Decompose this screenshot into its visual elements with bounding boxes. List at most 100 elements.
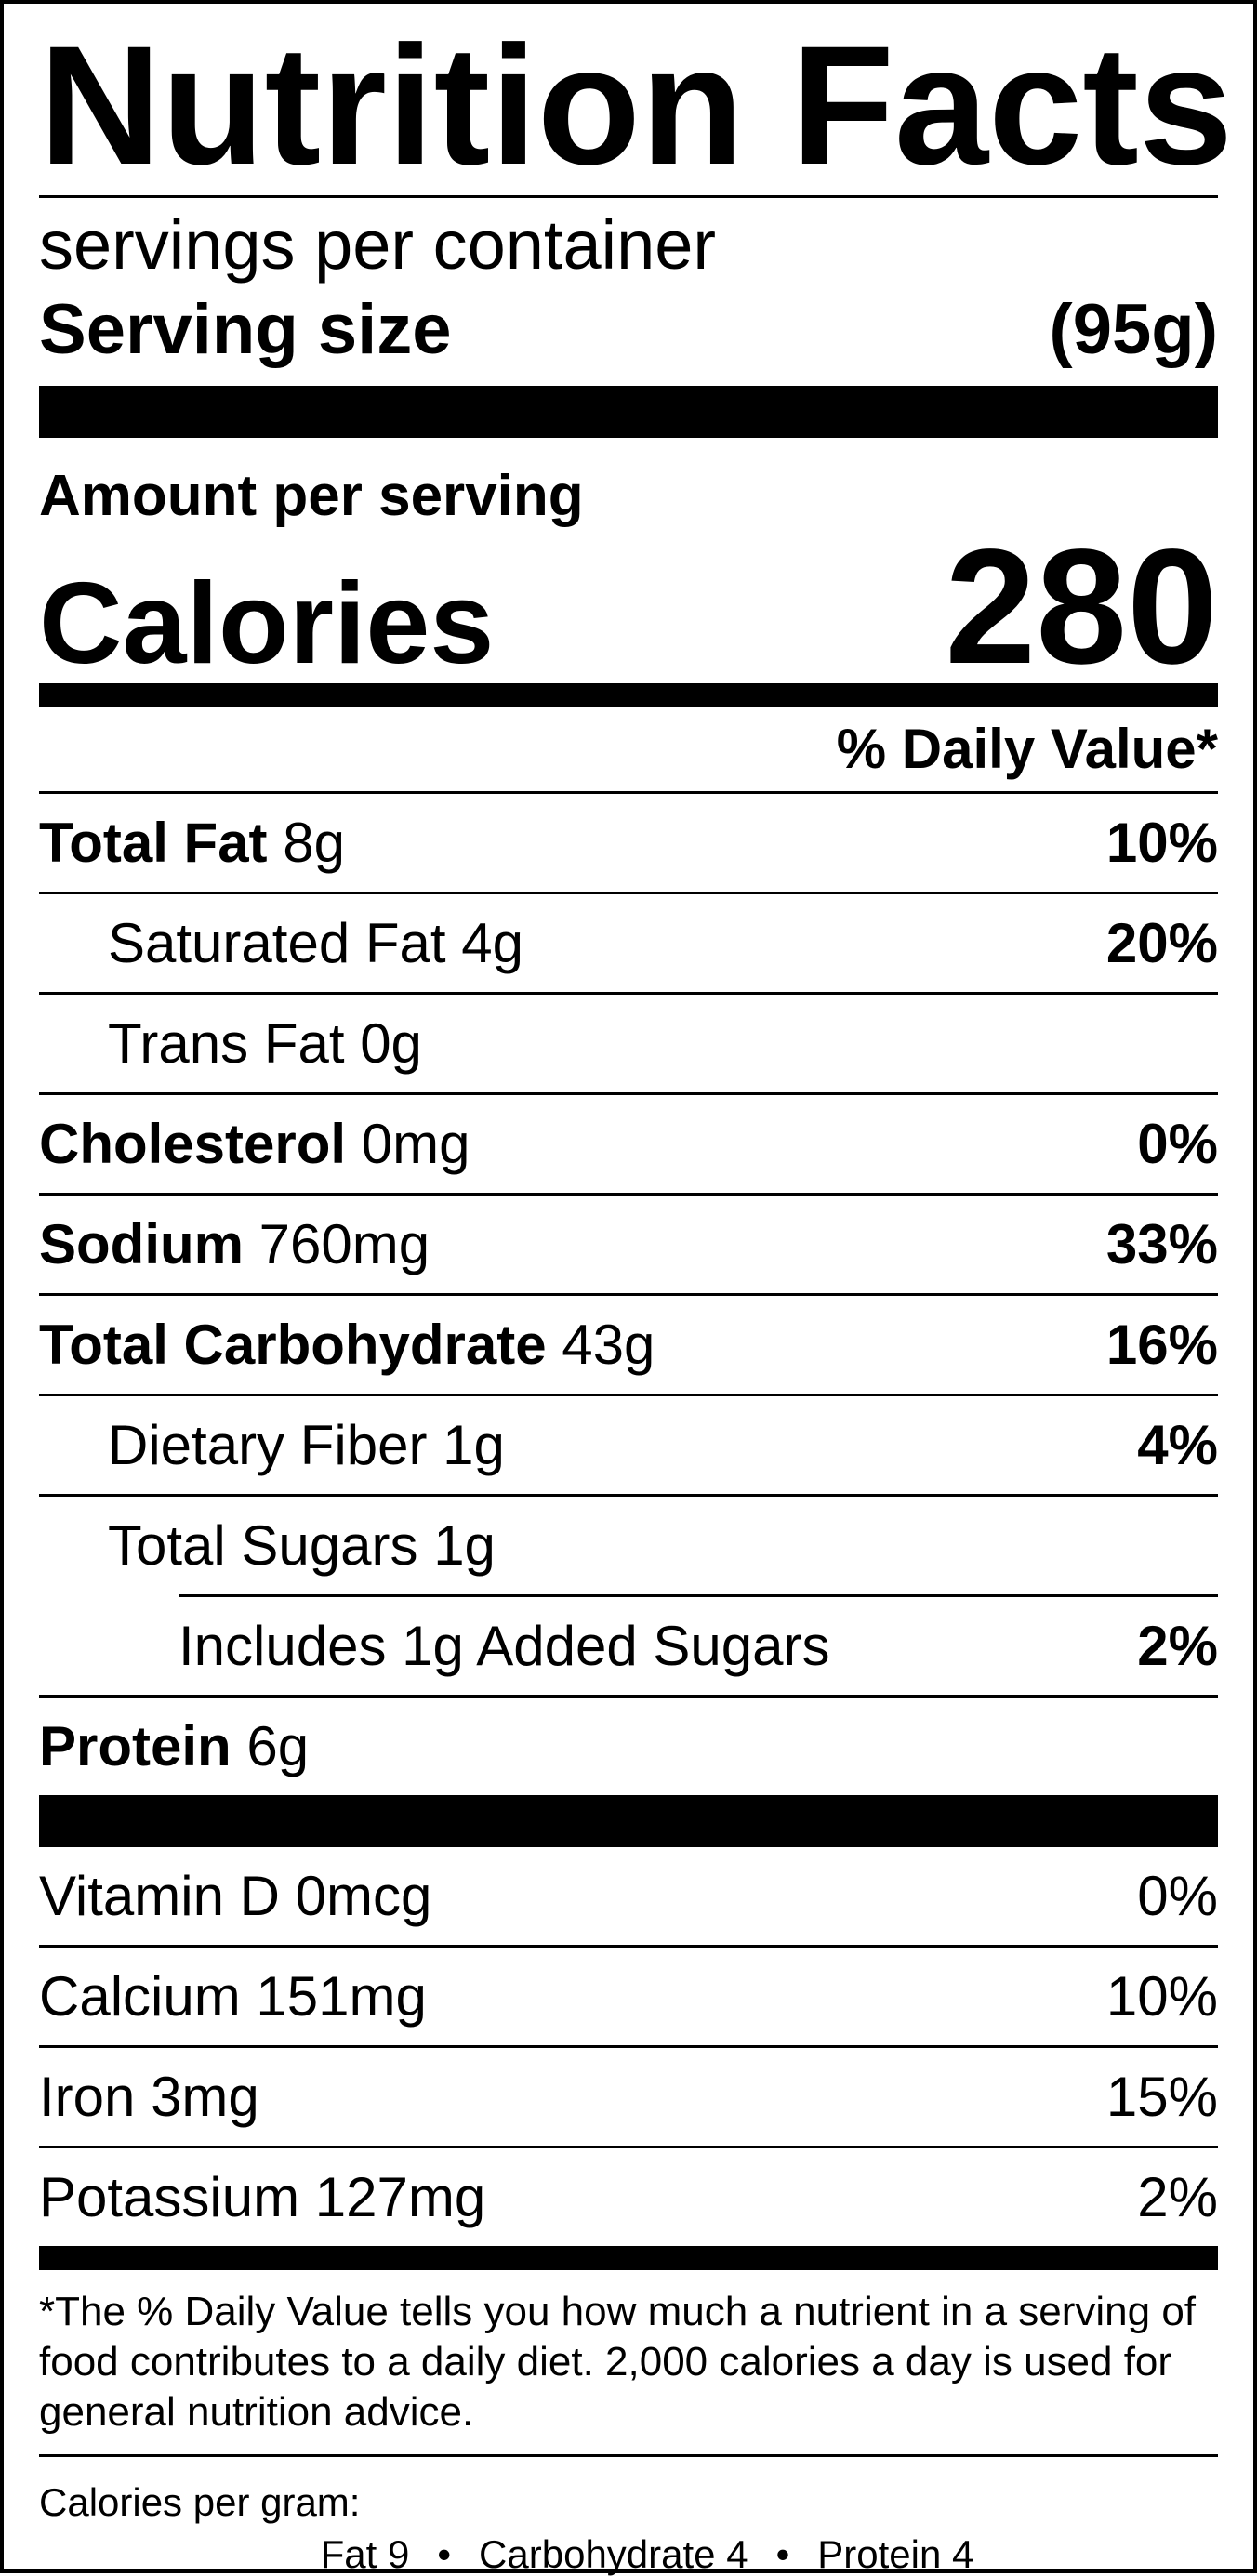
vitamin-label: Calcium 151mg: [39, 1968, 427, 2025]
row-divider: [179, 1594, 1218, 1597]
vitamin-label: Iron 3mg: [39, 2065, 259, 2128]
nutrient-name: Total Fat: [39, 811, 268, 874]
calories-per-gram-values: Fat 9 • Carbohydrate 4 • Protein 4: [39, 2522, 1218, 2574]
nutrient-row-dietary-fiber: Dietary Fiber 1g 4%: [39, 1396, 1218, 1494]
thick-divider-top: [39, 386, 1218, 438]
footnote-divider: [39, 2454, 1218, 2457]
serving-size-label: Serving size: [39, 290, 452, 369]
thick-divider-vitamins: [39, 1795, 1218, 1847]
vitamin-dv: 15%: [1105, 2065, 1218, 2128]
nutrient-name: Saturated Fat: [108, 911, 446, 974]
servings-per-container: servings per container: [39, 206, 717, 284]
nutrient-dv: 10%: [1105, 811, 1218, 874]
vitamin-amount: 151mg: [256, 1964, 427, 2028]
row-divider: [39, 2146, 1218, 2148]
nutrient-row-saturated-fat: Saturated Fat 4g 20%: [39, 894, 1218, 992]
calories-per-gram-label: Calories per gram:: [39, 2480, 361, 2524]
nutrient-row-sodium: Sodium 760mg 33%: [39, 1196, 1218, 1293]
nutrient-dv: 16%: [1105, 1313, 1218, 1376]
calories-row: Calories 280: [39, 525, 1218, 689]
row-divider: [39, 1945, 1218, 1948]
nutrient-amount: 43g: [562, 1313, 655, 1376]
vitamin-name: Vitamin D: [39, 1864, 280, 1927]
vitamin-dv: 10%: [1105, 1964, 1218, 2028]
vitamin-row-vitamin-d: Vitamin D 0mcg 0%: [39, 1847, 1218, 1945]
vitamin-amount: 127mg: [314, 2165, 486, 2228]
amount-per-serving: Amount per serving: [39, 464, 584, 528]
vitamin-label: Potassium 127mg: [39, 2169, 485, 2226]
row-divider: [39, 892, 1218, 894]
nutrient-label: Saturated Fat 4g: [108, 915, 523, 971]
nutrient-row-trans-fat: Trans Fat 0g: [39, 995, 1218, 1092]
vitamin-dv: 0%: [1137, 1864, 1218, 1927]
nutrient-dv: 0%: [1137, 1112, 1218, 1175]
medium-divider-footnote: [39, 2246, 1218, 2270]
nutrient-label: Sodium 760mg: [39, 1216, 430, 1273]
nutrient-amount: 6g: [246, 1714, 310, 1777]
nutrient-name: Total Carbohydrate: [39, 1313, 547, 1376]
row-divider: [39, 1193, 1218, 1196]
row-divider: [39, 1695, 1218, 1698]
title-divider: [39, 195, 1218, 198]
row-divider: [39, 992, 1218, 995]
nutrient-row-added-sugars: Includes 1g Added Sugars 2%: [39, 1597, 1218, 1695]
cpg-protein: Protein 4: [817, 2532, 974, 2576]
nutrient-label: Protein 6g: [39, 1718, 309, 1775]
nutrient-label: Total Carbohydrate 43g: [39, 1313, 655, 1376]
nutrient-label: Cholesterol 0mg: [39, 1116, 470, 1172]
nutrient-amount: 1g: [433, 1513, 496, 1577]
nutrient-name: Trans Fat: [108, 1011, 345, 1075]
nutrient-label: Total Sugars 1g: [108, 1517, 496, 1574]
label-title: Nutrition Facts: [39, 10, 1234, 200]
nutrient-row-cholesterol: Cholesterol 0mg 0%: [39, 1095, 1218, 1193]
nutrient-label: Trans Fat 0g: [108, 1015, 422, 1072]
nutrient-dv: 33%: [1105, 1212, 1218, 1275]
nutrient-name: Includes 1g Added Sugars: [179, 1614, 830, 1677]
vitamin-name: Potassium: [39, 2165, 300, 2228]
row-divider: [39, 1394, 1218, 1396]
daily-value-header-row: % Daily Value*: [39, 707, 1218, 791]
nutrient-amount: 0g: [360, 1011, 422, 1075]
row-divider: [39, 1293, 1218, 1296]
row-divider: [39, 1092, 1218, 1095]
nutrient-amount: 8g: [283, 811, 345, 874]
nutrient-row-total-sugars: Total Sugars 1g: [39, 1497, 1218, 1594]
nutrient-name: Dietary Fiber: [108, 1413, 428, 1476]
nutrient-name: Total Sugars: [108, 1513, 418, 1577]
nutrient-row-total-fat: Total Fat 8g 10%: [39, 794, 1218, 892]
nutrient-dv: 20%: [1105, 911, 1218, 974]
serving-size-value: (95g): [1049, 290, 1218, 369]
serving-size-row: Serving size (95g): [39, 289, 1218, 386]
calories-label: Calories: [39, 560, 495, 688]
cpg-carbohydrate: Carbohydrate 4: [479, 2532, 748, 2576]
cpg-fat: Fat 9: [320, 2532, 410, 2576]
vitamin-amount: 3mg: [151, 2065, 259, 2128]
nutrient-label: Includes 1g Added Sugars: [179, 1618, 830, 1674]
calories-value: 280: [945, 516, 1218, 698]
row-divider: [39, 791, 1218, 794]
nutrient-name: Cholesterol: [39, 1112, 347, 1175]
nutrient-name: Sodium: [39, 1212, 244, 1275]
nutrient-label: Total Fat 8g: [39, 811, 345, 874]
vitamin-name: Calcium: [39, 1964, 241, 2028]
vitamin-row-calcium: Calcium 151mg 10%: [39, 1948, 1218, 2045]
nutrient-amount: 4g: [461, 911, 523, 974]
row-divider: [39, 2045, 1218, 2048]
bullet-separator: •: [775, 2532, 790, 2576]
nutrient-label: Dietary Fiber 1g: [108, 1417, 505, 1473]
vitamin-label: Vitamin D 0mcg: [39, 1868, 431, 1924]
vitamin-row-potassium: Potassium 127mg 2%: [39, 2148, 1218, 2246]
nutrient-dv: 2%: [1137, 1614, 1218, 1677]
daily-value-header: % Daily Value*: [836, 718, 1218, 780]
bullet-separator: •: [437, 2532, 452, 2576]
nutrient-name: Protein: [39, 1714, 232, 1777]
vitamin-dv: 2%: [1137, 2165, 1218, 2228]
vitamin-name: Iron: [39, 2065, 136, 2128]
daily-value-footnote: *The % Daily Value tells you how much a …: [39, 2289, 1197, 2435]
nutrient-row-total-carbohydrate: Total Carbohydrate 43g 16%: [39, 1296, 1218, 1394]
row-divider: [39, 1494, 1218, 1497]
added-sugars-divider-wrap: [39, 1594, 1218, 1597]
nutrient-dv: 4%: [1137, 1413, 1218, 1476]
nutrient-row-protein: Protein 6g: [39, 1698, 1218, 1795]
